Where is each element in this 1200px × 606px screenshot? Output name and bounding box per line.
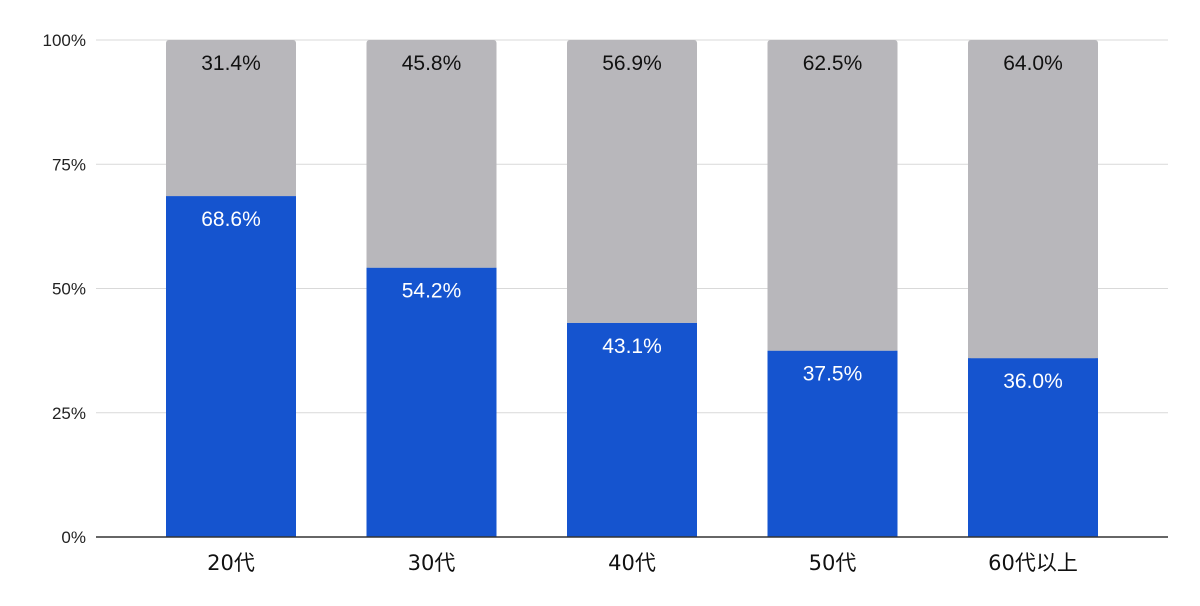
x-category-label: 30代 [408, 551, 456, 575]
bar-segment-lower [767, 350, 898, 537]
bar-segment-lower [366, 267, 497, 537]
bar-segment-upper-fill [366, 44, 497, 268]
x-category-label: 20代 [207, 551, 255, 575]
y-tick-label: 25% [52, 404, 86, 423]
y-tick-label: 50% [52, 280, 86, 299]
data-label: 56.9% [602, 52, 662, 75]
data-label: 68.6% [201, 208, 261, 231]
y-tick-label: 75% [52, 155, 86, 174]
bar-segment-upper-fill [767, 44, 898, 351]
data-label: 31.4% [201, 52, 261, 75]
data-label: 64.0% [1003, 52, 1063, 75]
bar-segment-lower [968, 358, 1098, 537]
bar-segment-upper-fill [567, 44, 697, 323]
bar-segment-lower [166, 196, 296, 538]
data-label: 62.5% [803, 52, 863, 75]
data-label: 36.0% [1003, 370, 1063, 393]
bar-segment-upper-fill [968, 44, 1098, 359]
data-label: 37.5% [803, 363, 863, 386]
data-label: 54.2% [402, 280, 462, 303]
data-label: 45.8% [402, 52, 462, 75]
x-category-label: 60代以上 [988, 551, 1078, 575]
x-category-label: 40代 [608, 551, 656, 575]
y-tick-label: 0% [61, 528, 86, 547]
data-label: 43.1% [602, 335, 662, 358]
x-category-label: 50代 [809, 551, 857, 575]
bar-segment-lower [567, 322, 697, 537]
bar-segment-upper-fill [166, 44, 296, 197]
y-tick-label: 100% [43, 31, 86, 50]
